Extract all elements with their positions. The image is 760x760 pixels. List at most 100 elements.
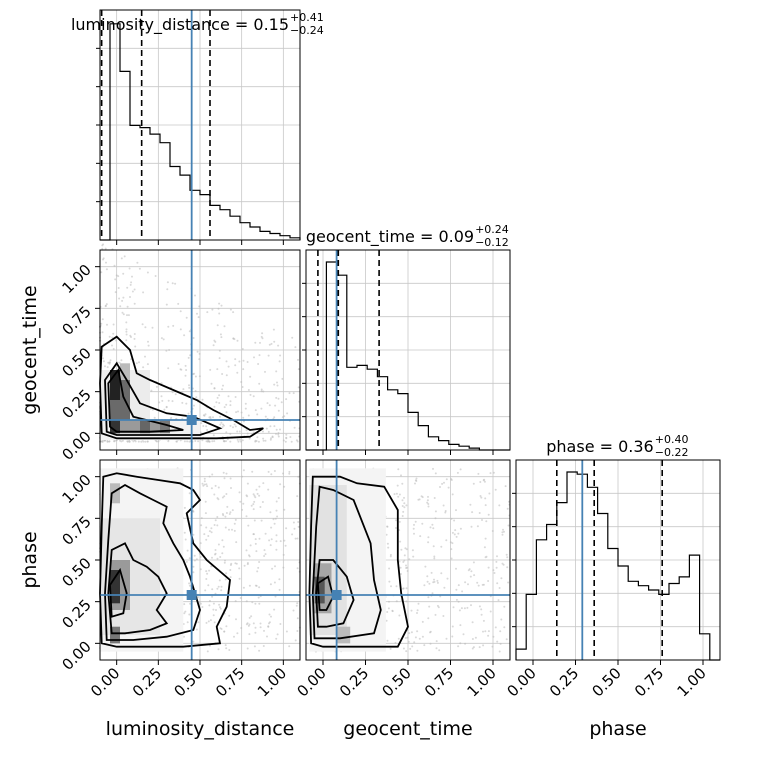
scatter-point (409, 647, 412, 650)
scatter-point (483, 480, 486, 483)
scatter-point (246, 563, 249, 566)
scatter-point (386, 542, 389, 545)
scatter-point (144, 440, 147, 443)
scatter-point (484, 630, 487, 633)
scatter-point (434, 613, 437, 616)
scatter-point (130, 358, 132, 361)
scatter-point (251, 470, 254, 473)
scatter-point (467, 569, 470, 572)
scatter-point (471, 647, 474, 650)
scatter-point (237, 410, 239, 413)
scatter-point (288, 470, 291, 473)
scatter-point (391, 609, 394, 612)
scatter-point (276, 633, 279, 636)
scatter-point (476, 581, 479, 584)
scatter-point (233, 423, 236, 426)
scatter-point (184, 610, 187, 613)
scatter-point (289, 436, 292, 438)
scatter-point (218, 402, 221, 404)
scatter-point (276, 381, 278, 384)
scatter-point (231, 528, 233, 531)
x-tick-label: 0.50 (588, 664, 624, 700)
scatter-point (272, 518, 275, 521)
scatter-point (421, 620, 424, 623)
scatter-point (426, 575, 429, 578)
scatter-point (271, 436, 274, 439)
scatter-point (451, 531, 454, 534)
scatter-point (432, 527, 435, 530)
x-tick-label: 0.25 (336, 664, 372, 700)
scatter-point (426, 501, 429, 504)
scatter-point (445, 478, 448, 481)
y-tick-label: 0.50 (58, 554, 94, 590)
scatter-point (470, 604, 472, 607)
scatter-point (114, 291, 117, 294)
scatter-point (224, 644, 227, 647)
scatter-point (262, 482, 265, 485)
scatter-point (220, 421, 223, 424)
scatter-point (224, 559, 226, 562)
scatter-point (410, 631, 413, 634)
scatter-point (430, 571, 433, 574)
title-minus-error: −0.24 (290, 24, 324, 37)
scatter-point (208, 440, 211, 443)
scatter-point (129, 283, 132, 286)
scatter-point (258, 485, 261, 488)
scatter-point (390, 585, 392, 588)
scatter-point (212, 434, 215, 437)
panel-title: phase = 0.36 (546, 437, 653, 456)
scatter-point (225, 403, 228, 406)
scatter-point (241, 348, 244, 350)
scatter-point (233, 522, 236, 525)
scatter-point (142, 366, 145, 369)
contour-line (109, 567, 128, 618)
scatter-point (294, 537, 297, 540)
scatter-point (428, 582, 431, 585)
scatter-point (208, 569, 211, 572)
scatter-point (192, 571, 195, 574)
scatter-point (297, 368, 300, 371)
scatter-point (398, 520, 401, 523)
scatter-point (206, 311, 209, 314)
scatter-point (295, 604, 298, 607)
scatter-point (252, 622, 255, 625)
scatter-point (177, 363, 180, 365)
scatter-point (495, 560, 498, 563)
scatter-point (437, 606, 440, 609)
scatter-point (489, 472, 492, 475)
scatter-point (269, 544, 272, 547)
scatter-point (244, 402, 247, 405)
scatter-point (211, 440, 214, 443)
scatter-point (186, 440, 189, 443)
scatter-point (228, 649, 231, 651)
scatter-point (439, 486, 441, 488)
scatter-point (165, 349, 168, 352)
scatter-point (414, 482, 416, 485)
scatter-point (212, 614, 215, 617)
scatter-point (228, 528, 230, 531)
scatter-point (505, 638, 508, 641)
panel-title-geocent_time: geocent_time = 0.09 +0.24−0.12 (306, 223, 509, 249)
scatter-point (471, 621, 474, 624)
y-axis-label: geocent_time (19, 285, 41, 414)
scatter-point (211, 308, 214, 311)
scatter-point (242, 368, 245, 371)
x-axis-label: geocent_time (343, 718, 472, 740)
scatter-point (496, 640, 499, 643)
scatter-point (210, 487, 213, 490)
scatter-point (436, 579, 439, 582)
scatter-point (212, 416, 214, 419)
scatter-point (388, 580, 391, 583)
scatter-point (199, 431, 202, 434)
scatter-point (101, 247, 104, 250)
scatter-point (140, 440, 143, 443)
scatter-point (192, 337, 195, 339)
scatter-point (106, 366, 109, 369)
scatter-point (492, 471, 495, 474)
truth-marker (186, 415, 197, 425)
scatter-point (199, 542, 202, 545)
scatter-point (195, 396, 198, 399)
scatter-point (214, 340, 217, 343)
scatter-point (248, 554, 250, 557)
scatter-point (163, 408, 166, 411)
